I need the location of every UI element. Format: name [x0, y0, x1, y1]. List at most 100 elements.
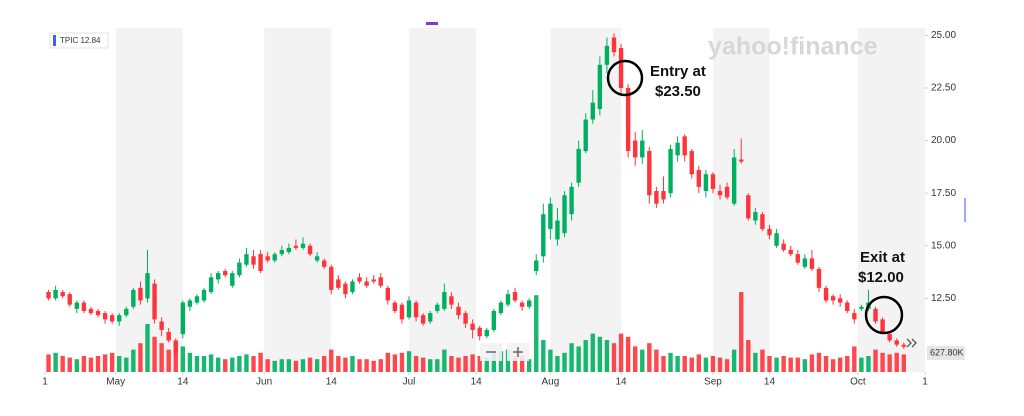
candle-body	[67, 294, 72, 305]
candle-body	[767, 228, 772, 236]
volume-bar	[788, 357, 793, 372]
candle-body	[272, 254, 277, 261]
candle-body	[336, 279, 341, 288]
volume-bar	[95, 356, 101, 372]
volume-bar	[88, 357, 94, 372]
x-tick-label: Aug	[541, 377, 559, 388]
volume-bar	[378, 359, 383, 372]
candle-body	[138, 287, 143, 301]
legend-label: TPIC 12.84	[60, 36, 101, 45]
volume-bar	[618, 333, 624, 372]
y-tick-label: 25.00	[931, 30, 956, 41]
volume-bar	[703, 357, 709, 372]
candle-body	[491, 310, 497, 330]
zoom-in-button[interactable]	[507, 343, 529, 361]
candle-body	[512, 292, 518, 301]
candle-body	[590, 102, 595, 120]
annotation: Exit at	[860, 249, 905, 266]
volume-bar	[901, 354, 906, 372]
volume-label-box	[927, 346, 965, 360]
candle-body	[809, 258, 815, 269]
candle-body	[279, 249, 284, 255]
candle-body	[350, 281, 355, 293]
candle-body	[470, 323, 475, 330]
candle-body	[802, 258, 808, 267]
candle-body	[201, 289, 207, 301]
volume-bar	[364, 359, 369, 372]
candle-body	[145, 273, 150, 299]
volume-bar	[74, 359, 79, 372]
volume-bar	[307, 357, 313, 372]
volume-bar	[837, 357, 843, 372]
candle-body	[286, 247, 292, 253]
volume-bar	[710, 356, 716, 372]
volume-bar	[512, 356, 518, 372]
volume-bar	[230, 357, 235, 372]
candle-body	[413, 302, 419, 318]
volume-bar	[399, 352, 405, 372]
volume-bar	[625, 336, 631, 372]
volume-bar	[159, 343, 164, 372]
candle-body	[562, 195, 567, 234]
volume-bar	[661, 356, 666, 372]
volume-bar	[555, 356, 560, 372]
candle-body	[392, 302, 398, 311]
volume-bar	[640, 349, 645, 372]
volume-bar	[293, 360, 299, 372]
candle-body	[753, 212, 758, 221]
volume-bar	[215, 357, 221, 372]
candle-body	[117, 315, 122, 322]
candle-body	[526, 300, 532, 307]
background-stripes	[45, 28, 925, 372]
candle-body	[329, 266, 334, 290]
candle-body	[293, 245, 299, 248]
volume-bar	[484, 357, 489, 372]
candle-body	[230, 273, 235, 286]
candle-body	[53, 289, 58, 299]
volume-bar	[67, 357, 72, 372]
volume-bar	[668, 352, 673, 372]
candle-body	[215, 273, 221, 280]
candle-body	[823, 287, 829, 301]
volume-bar	[350, 356, 355, 372]
candle-body	[399, 304, 405, 320]
volume-bar	[385, 352, 391, 372]
candle-body	[364, 281, 369, 286]
candle-body	[668, 148, 673, 194]
candle-body	[576, 148, 581, 183]
volume-bar	[590, 333, 595, 372]
candle-body	[180, 302, 186, 335]
y-tick-label: 22.50	[931, 83, 956, 94]
volume-bar	[53, 352, 58, 372]
zoom-out-button[interactable]	[480, 343, 502, 361]
candle-body	[194, 296, 200, 303]
volume-bar	[180, 346, 186, 372]
candle-body	[428, 313, 433, 322]
x-tick-label: 1	[42, 377, 48, 388]
x-tick-label: 1	[922, 377, 928, 388]
candle-layer	[46, 33, 906, 358]
month-stripe	[264, 28, 332, 372]
candle-body	[795, 254, 800, 263]
candle-body	[717, 191, 723, 196]
candle-body	[237, 262, 242, 276]
candle-body	[166, 332, 171, 341]
candle-body	[654, 191, 659, 204]
volume-bar	[109, 352, 115, 372]
volume-bar	[823, 356, 829, 372]
y-tick-label: 20.00	[931, 135, 956, 146]
x-tick-label: May	[106, 377, 125, 388]
volume-bar	[449, 356, 454, 372]
scroll-right-button[interactable]	[906, 338, 917, 348]
candle-body	[406, 300, 412, 318]
x-tick-label: 14	[177, 377, 189, 388]
candle-body	[420, 315, 426, 324]
candle-body	[852, 313, 857, 320]
candle-body	[760, 214, 765, 229]
candle-body	[548, 203, 553, 229]
x-tick-label: 14	[326, 377, 338, 388]
volume-bar	[81, 356, 87, 372]
candle-body	[675, 142, 680, 156]
